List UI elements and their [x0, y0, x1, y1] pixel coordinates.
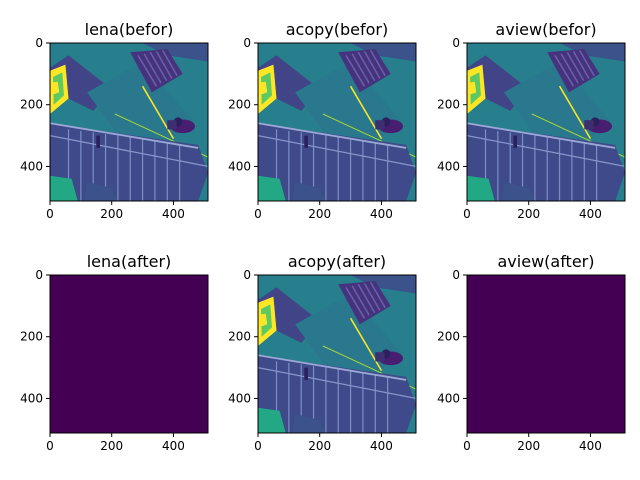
y-tick-label: 400 [20, 159, 43, 173]
y-tick-label: 0 [35, 36, 43, 50]
x-tick-label: 0 [463, 439, 471, 453]
x-tick-label: 0 [254, 439, 262, 453]
x-tick-label: 400 [162, 207, 185, 221]
subplot-6: aview(after) 0 200 400 0 200 400 [437, 252, 626, 453]
y-tick-label: 0 [35, 268, 43, 282]
subplot-4: lena(after) 0 200 400 0 200 400 [20, 252, 209, 453]
subplot-title: aview(after) [498, 252, 595, 271]
y-tick-label: 200 [20, 330, 43, 344]
x-tick-label: 0 [463, 207, 471, 221]
subplot-5: acopy(after) 0 200 400 0 200 400 [228, 252, 417, 453]
subplot-title: lena(after) [87, 252, 172, 271]
y-tick-label: 400 [437, 391, 460, 405]
y-tick-label: 200 [437, 330, 460, 344]
y-tick-label: 0 [243, 36, 251, 50]
x-tick-label: 400 [162, 439, 185, 453]
x-tick-label: 400 [370, 207, 393, 221]
y-tick-label: 200 [228, 98, 251, 112]
x-tick-label: 200 [308, 207, 331, 221]
y-tick-label: 0 [243, 268, 251, 282]
x-tick-label: 0 [254, 207, 262, 221]
subplot-title: lena(befor) [85, 20, 174, 39]
subplot-3: aview(befor) 0 200 400 0 200 400 [437, 20, 626, 221]
subplot-title: acopy(after) [288, 252, 386, 271]
axes-frame [466, 42, 626, 202]
y-tick-label: 200 [228, 330, 251, 344]
axes-frame [49, 274, 209, 434]
axes-frame [257, 274, 417, 434]
y-tick-label: 400 [228, 391, 251, 405]
x-tick-label: 200 [100, 207, 123, 221]
x-tick-label: 400 [579, 207, 602, 221]
y-tick-label: 400 [20, 391, 43, 405]
subplot-title: acopy(befor) [286, 20, 389, 39]
x-tick-label: 400 [579, 439, 602, 453]
x-tick-label: 400 [370, 439, 393, 453]
x-tick-label: 200 [517, 439, 540, 453]
axes-frame [49, 42, 209, 202]
x-tick-label: 200 [308, 439, 331, 453]
x-tick-label: 0 [46, 439, 54, 453]
y-tick-label: 400 [228, 159, 251, 173]
y-tick-label: 0 [452, 36, 460, 50]
subplot-title: aview(befor) [495, 20, 596, 39]
subplot-2: acopy(befor) 0 200 400 0 200 400 [228, 20, 417, 221]
x-tick-label: 200 [517, 207, 540, 221]
y-tick-label: 400 [437, 159, 460, 173]
image-uniform [467, 275, 625, 433]
x-tick-label: 0 [46, 207, 54, 221]
image-staircase [467, 43, 625, 201]
y-tick-label: 200 [20, 98, 43, 112]
image-staircase [50, 43, 208, 201]
image-staircase [258, 43, 416, 201]
axes-frame [466, 274, 626, 434]
image-staircase [258, 275, 416, 433]
y-tick-label: 0 [452, 268, 460, 282]
y-tick-label: 200 [437, 98, 460, 112]
axes-frame [257, 42, 417, 202]
x-tick-label: 200 [100, 439, 123, 453]
image-uniform [50, 275, 208, 433]
subplot-1: lena(befor) 0 200 400 0 200 400 [20, 20, 209, 221]
